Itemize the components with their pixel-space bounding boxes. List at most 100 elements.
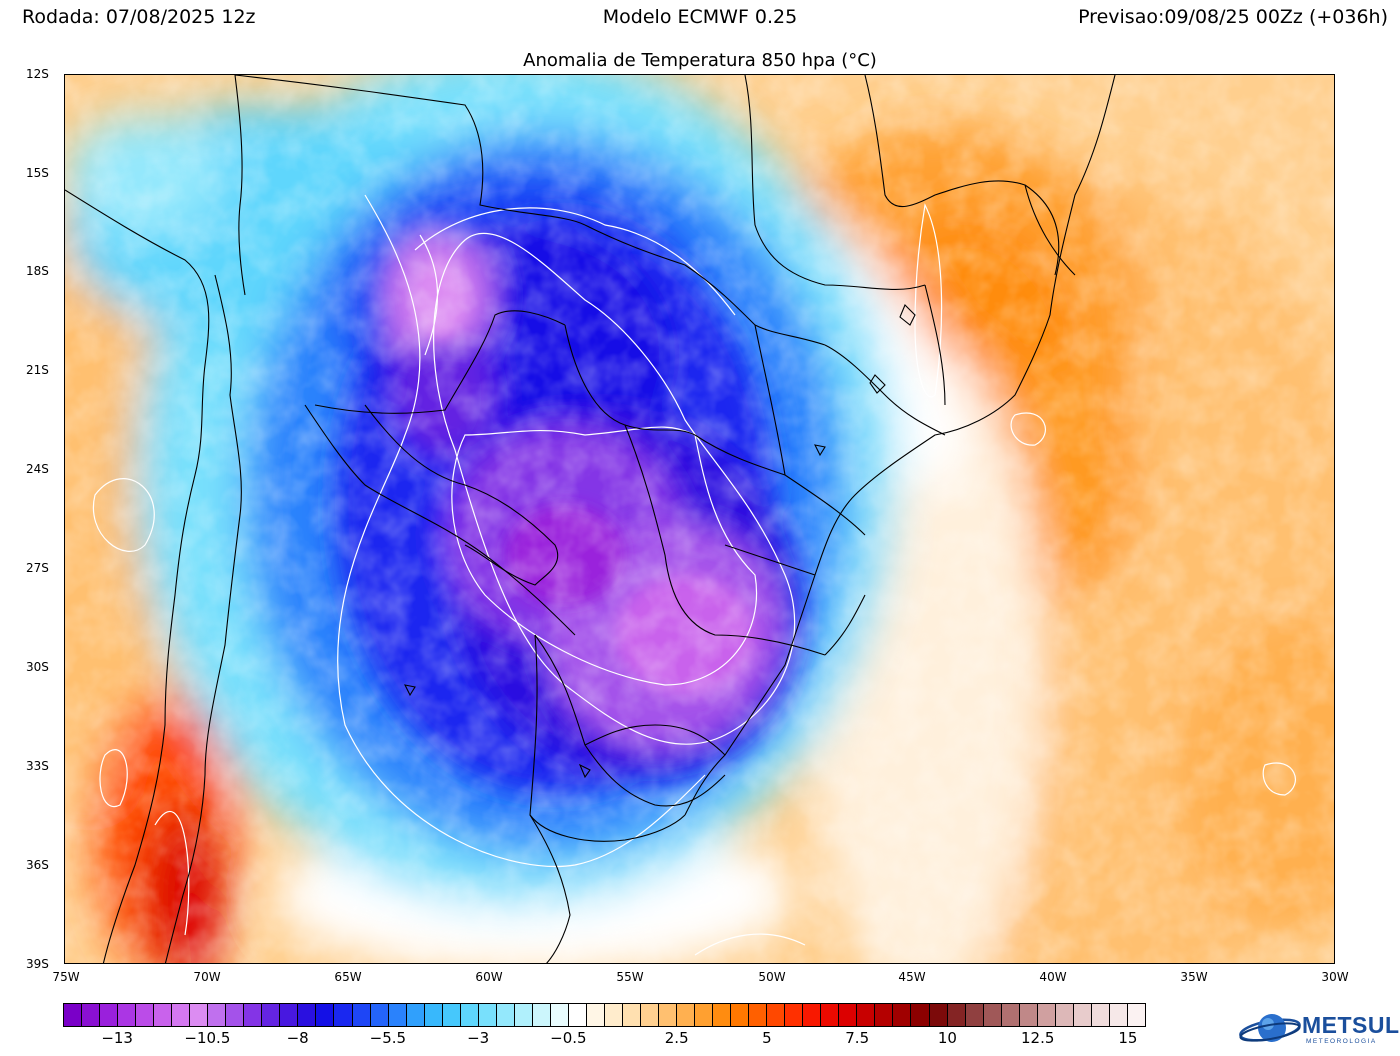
colorbar-swatch	[190, 1004, 209, 1026]
colorbar-label: −0.5	[550, 1029, 587, 1047]
lon-label: 60W	[475, 970, 503, 984]
lon-label: 65W	[334, 970, 362, 984]
colorbar-swatch	[965, 1004, 984, 1026]
colorbar-swatch	[388, 1004, 407, 1026]
colorbar-label: −13	[101, 1029, 133, 1047]
lat-label: 18S	[26, 264, 49, 278]
colorbar-swatch	[118, 1004, 137, 1026]
colorbar-swatch	[1037, 1004, 1056, 1026]
lon-label: 70W	[193, 970, 221, 984]
colorbar-swatch	[370, 1004, 389, 1026]
colorbar-swatch	[749, 1004, 768, 1026]
colorbar-swatch	[100, 1004, 119, 1026]
colorbar-swatch	[352, 1004, 371, 1026]
globe-icon	[1239, 1014, 1301, 1042]
colorbar-swatch	[172, 1004, 191, 1026]
colorbar-swatch	[659, 1004, 678, 1026]
colorbar-swatch	[947, 1004, 966, 1026]
colorbar-swatch	[1019, 1004, 1038, 1026]
anomaly-field-svg	[65, 75, 1334, 963]
colorbar-swatch	[532, 1004, 551, 1026]
colorbar-swatch	[514, 1004, 533, 1026]
colorbar-label: 5	[762, 1029, 772, 1047]
colorbar-swatch	[550, 1004, 569, 1026]
colorbar-swatch	[929, 1004, 948, 1026]
colorbar-swatch	[568, 1004, 587, 1026]
colorbar-label: 15	[1118, 1029, 1138, 1047]
colorbar-swatch	[641, 1004, 660, 1026]
colorbar-swatch	[424, 1004, 443, 1026]
run-label: Rodada: 07/08/2025 12z	[22, 6, 256, 28]
map-title: Anomalia de Temperatura 850 hpa (°C)	[523, 50, 877, 71]
metsul-logo: METSUL METEOROLOGIA	[1232, 1008, 1400, 1052]
colorbar-swatch	[406, 1004, 425, 1026]
lat-label: 12S	[26, 67, 49, 81]
colorbar-swatch	[695, 1004, 714, 1026]
colorbar-swatch	[785, 1004, 804, 1026]
lat-label: 27S	[26, 561, 49, 575]
colorbar-swatch	[136, 1004, 155, 1026]
colorbar-swatch	[839, 1004, 858, 1026]
colorbar-swatch	[478, 1004, 497, 1026]
colorbar-swatch	[731, 1004, 750, 1026]
lat-label: 15S	[26, 166, 49, 180]
lon-label: 75W	[52, 970, 80, 984]
colorbar-swatch	[208, 1004, 227, 1026]
lat-label: 39S	[26, 957, 49, 971]
lat-label: 21S	[26, 363, 49, 377]
colorbar-label: −10.5	[184, 1029, 231, 1047]
colorbar-label: −5.5	[369, 1029, 407, 1047]
colorbar-swatch	[316, 1004, 335, 1026]
colorbar-swatch	[604, 1004, 623, 1026]
colorbar-swatch	[496, 1004, 515, 1026]
colorbar-swatch	[983, 1004, 1002, 1026]
colorbar-swatch	[893, 1004, 912, 1026]
colorbar	[63, 1003, 1146, 1027]
colorbar-swatch	[226, 1004, 245, 1026]
lon-label: 55W	[616, 970, 644, 984]
lon-label: 45W	[898, 970, 926, 984]
colorbar-swatch	[1109, 1004, 1128, 1026]
colorbar-swatch	[460, 1004, 479, 1026]
colorbar-label: 7.5	[845, 1029, 870, 1047]
borders	[65, 75, 1116, 963]
colorbar-swatch	[803, 1004, 822, 1026]
colorbar-swatch	[1055, 1004, 1074, 1026]
colorbar-swatch	[857, 1004, 876, 1026]
lon-label: 40W	[1039, 970, 1067, 984]
colorbar-label: 12.5	[1020, 1029, 1055, 1047]
colorbar-swatch	[1127, 1004, 1145, 1026]
colorbar-label: −8	[286, 1029, 309, 1047]
lat-label: 30S	[26, 660, 49, 674]
contour-lines	[92, 194, 1296, 956]
colorbar-label: 2.5	[664, 1029, 689, 1047]
colorbar-swatch	[262, 1004, 281, 1026]
anomaly-map[interactable]	[64, 74, 1335, 964]
colorbar-swatch	[677, 1004, 696, 1026]
colorbar-swatch	[911, 1004, 930, 1026]
colorbar-swatch	[821, 1004, 840, 1026]
lon-label: 35W	[1180, 970, 1208, 984]
forecast-label: Previsao:09/08/25 00Zz (+036h)	[1078, 6, 1388, 28]
colorbar-swatch	[713, 1004, 732, 1026]
lon-label: 50W	[758, 970, 786, 984]
colorbar-swatch	[82, 1004, 101, 1026]
model-label: Modelo ECMWF 0.25	[602, 6, 798, 28]
lat-label: 24S	[26, 462, 49, 476]
colorbar-swatch	[1073, 1004, 1092, 1026]
colorbar-swatch	[280, 1004, 299, 1026]
colorbar-swatch	[586, 1004, 605, 1026]
lon-label: 30W	[1321, 970, 1349, 984]
logo-subtext: METEOROLOGIA	[1306, 1038, 1377, 1045]
colorbar-swatch	[767, 1004, 786, 1026]
colorbar-swatch	[1001, 1004, 1020, 1026]
colorbar-swatch	[1091, 1004, 1110, 1026]
colorbar-swatch	[64, 1004, 83, 1026]
colorbar-swatch	[154, 1004, 173, 1026]
colorbar-label: −3	[467, 1029, 490, 1047]
colorbar-swatch	[875, 1004, 894, 1026]
colorbar-swatch	[244, 1004, 263, 1026]
logo-text: METSUL	[1302, 1012, 1400, 1038]
colorbar-swatch	[442, 1004, 461, 1026]
colorbar-label: 10	[937, 1029, 957, 1047]
